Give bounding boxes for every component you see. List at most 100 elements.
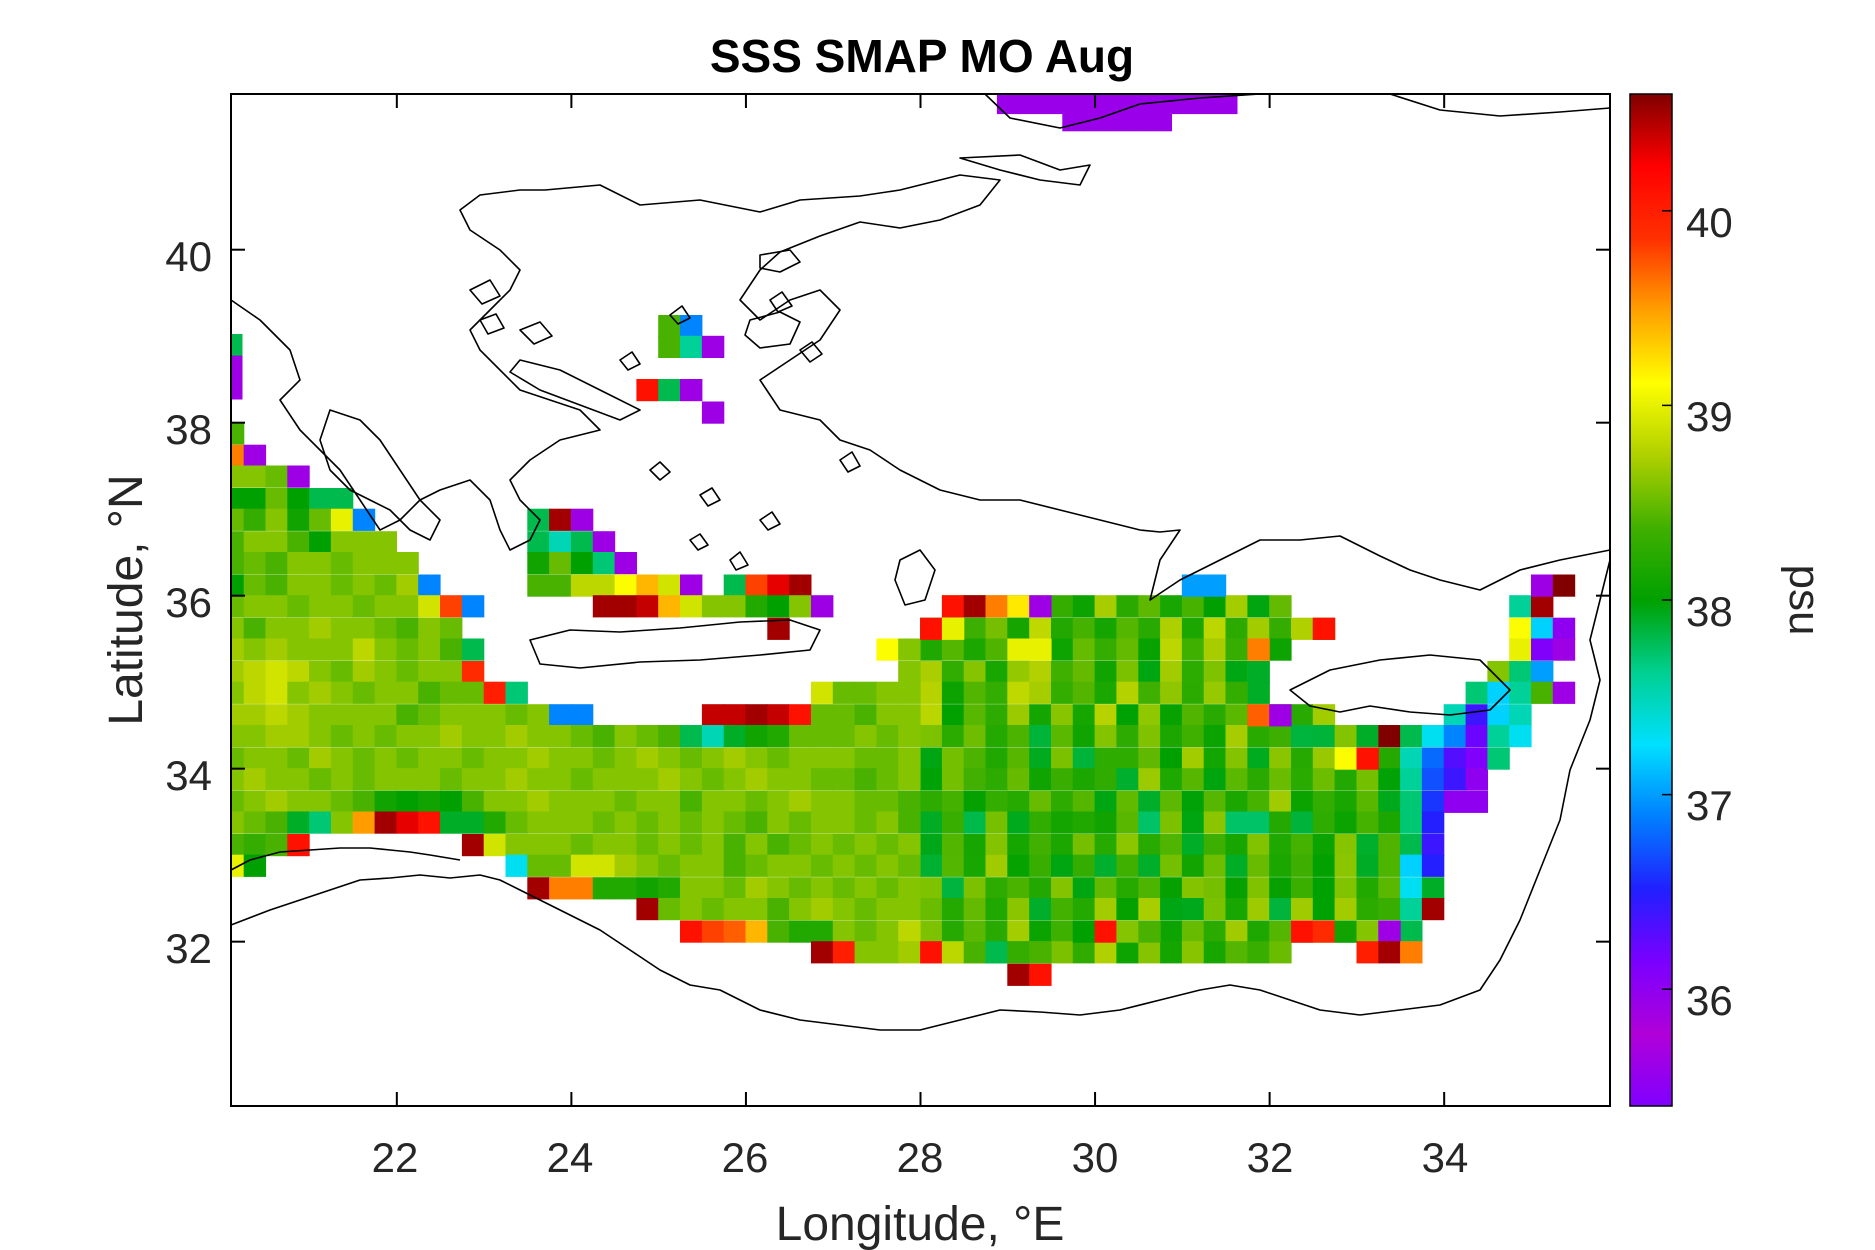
salinity-cell-open-332 — [1072, 941, 1096, 964]
salinity-cell-open-155 — [1029, 768, 1052, 791]
salinity-cell-coastal-25 — [1400, 834, 1423, 857]
salinity-cell-open-13 — [1181, 595, 1205, 618]
salinity-cell-430 — [876, 811, 899, 834]
salinity-cell-open-217 — [941, 834, 965, 857]
salinity-cell-open-231 — [1247, 834, 1270, 857]
salinity-cell-open-339 — [1225, 941, 1248, 964]
salinity-cell-147 — [461, 704, 485, 727]
salinity-cell-337 — [527, 877, 550, 900]
salinity-cell-245 — [265, 790, 288, 813]
salinity-cell-423 — [898, 768, 921, 791]
salinity-cell-356 — [745, 898, 768, 921]
salinity-cell-open-233 — [1291, 834, 1314, 857]
salinity-cell-11 — [1062, 109, 1085, 132]
salinity-cell-open-157 — [1072, 768, 1096, 791]
salinity-cell-420 — [832, 768, 856, 791]
salinity-cell-136 — [231, 704, 245, 727]
salinity-cell-157 — [789, 704, 812, 727]
salinity-cell-26 — [231, 355, 243, 378]
salinity-cell-248 — [330, 790, 354, 813]
salinity-cell-368 — [549, 508, 572, 531]
salinity-cell-open-309 — [1029, 920, 1052, 943]
salinity-cell-431 — [898, 811, 921, 834]
salinity-cell-288 — [592, 811, 616, 834]
salinity-cell-open-181 — [1116, 790, 1139, 813]
salinity-cell-406 — [876, 681, 899, 704]
salinity-cell-111 — [243, 661, 267, 684]
salinity-cell-open-211 — [1291, 811, 1314, 834]
salinity-cell-454 — [854, 941, 877, 964]
salinity-cell-open-96 — [1138, 704, 1161, 727]
salinity-cell-367 — [527, 508, 550, 531]
salinity-cell-coastal-72 — [1291, 920, 1314, 943]
salinity-cell-open-151 — [941, 768, 965, 791]
salinity-cell-267 — [745, 790, 768, 813]
salinity-cell-open-108 — [985, 725, 1008, 748]
salinity-cell-15 — [1149, 109, 1172, 132]
salinity-cell-102 — [309, 638, 332, 661]
salinity-cell-249 — [352, 790, 376, 813]
salinity-cell-349 — [789, 877, 812, 900]
salinity-cell-437 — [854, 854, 877, 877]
coastline-crete — [529, 619, 821, 669]
salinity-cell-85 — [440, 595, 463, 618]
salinity-cell-coastal-30 — [1421, 725, 1445, 748]
salinity-cell-173 — [527, 725, 550, 748]
salinity-cell-119 — [418, 661, 441, 684]
salinity-cell-open-152 — [963, 768, 987, 791]
salinity-cell-290 — [636, 811, 659, 834]
salinity-cell-coastal-48 — [1465, 768, 1488, 791]
salinity-cell-open-274 — [1225, 877, 1248, 900]
salinity-cell-coastal-59 — [1509, 704, 1532, 727]
salinity-cell-open-176 — [1007, 790, 1030, 813]
salinity-cell-70 — [330, 574, 354, 597]
salinity-cell-409 — [854, 704, 877, 727]
salinity-cell-open-37 — [920, 638, 943, 661]
salinity-cell-coastal-40 — [1443, 725, 1467, 748]
salinity-cell-347 — [745, 877, 768, 900]
salinity-cell-coastal-39 — [1443, 704, 1467, 727]
coastline-turkey-south — [1149, 535, 1611, 601]
coastline-aegean-islands-b — [619, 291, 861, 473]
salinity-cell-39 — [309, 488, 332, 511]
salinity-cell-223 — [396, 768, 419, 791]
salinity-cell-open-64 — [1138, 661, 1161, 684]
salinity-cell-413 — [854, 725, 877, 748]
y-axis: 32 34 36 38 40 Latitude, °N — [100, 233, 212, 972]
salinity-cell-304 — [483, 834, 507, 857]
salinity-cell-open-115 — [1138, 725, 1161, 748]
salinity-cell-57 — [243, 552, 267, 575]
salinity-cell-open-298 — [1269, 898, 1292, 921]
salinity-cell-353 — [680, 898, 703, 921]
salinity-cell-239 — [745, 768, 768, 791]
salinity-cell-259 — [570, 790, 594, 813]
salinity-cell-350 — [811, 877, 834, 900]
salinity-cell-155 — [745, 704, 768, 727]
salinity-cell-coastal-11 — [1312, 617, 1336, 640]
salinity-cell-open-40 — [985, 638, 1008, 661]
salinity-cell-342 — [636, 877, 659, 900]
salinity-cell-114 — [309, 661, 332, 684]
salinity-cell-open-145 — [1312, 747, 1336, 770]
salinity-cell-65 — [231, 574, 245, 597]
coastline-egypt-nile-delta — [230, 874, 1361, 1031]
salinity-cell-96 — [418, 617, 441, 640]
salinity-cell-361 — [701, 920, 725, 943]
salinity-cell-coastal-38 — [1421, 898, 1445, 921]
y-tick-label-40: 40 — [165, 233, 212, 280]
salinity-cell-open-221 — [1029, 834, 1052, 857]
salinity-cell-open-77 — [1072, 681, 1096, 704]
salinity-cell-open-230 — [1225, 834, 1248, 857]
salinity-cell-47 — [352, 508, 376, 531]
salinity-cell-open-160 — [1138, 768, 1161, 791]
salinity-cell-66 — [243, 574, 267, 597]
salinity-cell-coastal-13 — [1247, 661, 1270, 684]
salinity-cell-open-169 — [1334, 768, 1357, 791]
salinity-cell-414 — [876, 725, 899, 748]
salinity-cell-open-241 — [985, 854, 1008, 877]
salinity-cell-coastal-2 — [963, 595, 987, 618]
salinity-cell-50 — [265, 531, 288, 554]
chart-title: SSS SMAP MO Aug — [710, 30, 1134, 82]
salinity-cell-75 — [231, 595, 245, 618]
salinity-cell-open-279 — [1334, 877, 1357, 900]
